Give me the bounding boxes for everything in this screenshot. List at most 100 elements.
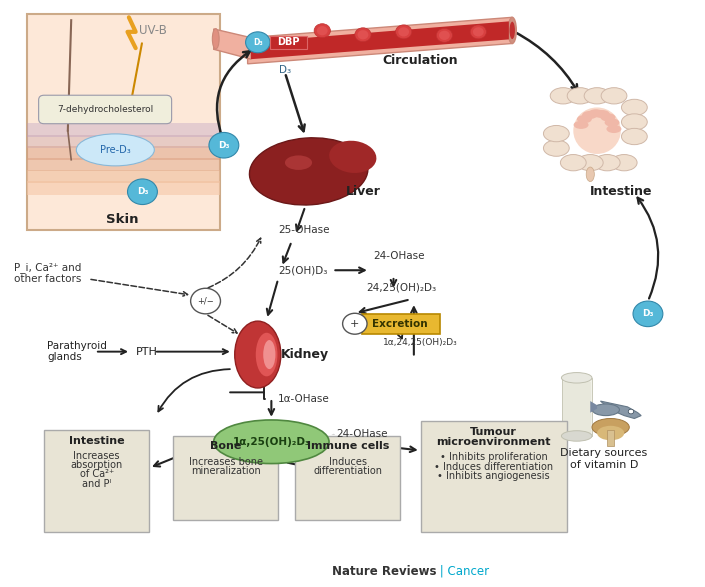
Circle shape	[633, 301, 663, 326]
Text: +: +	[350, 319, 360, 329]
Ellipse shape	[577, 154, 603, 171]
Text: D₃: D₃	[137, 187, 148, 196]
Text: DBP: DBP	[277, 38, 300, 48]
Text: Excretion: Excretion	[372, 319, 428, 329]
Text: 1α-OHase: 1α-OHase	[278, 394, 330, 404]
Text: Skin: Skin	[106, 212, 138, 225]
FancyBboxPatch shape	[421, 421, 567, 532]
FancyBboxPatch shape	[173, 436, 278, 520]
Text: 24-OHase: 24-OHase	[373, 251, 424, 261]
Ellipse shape	[214, 420, 329, 464]
Ellipse shape	[622, 99, 647, 116]
Ellipse shape	[584, 87, 610, 104]
Polygon shape	[590, 401, 597, 413]
Text: | Cancer: | Cancer	[436, 565, 489, 578]
Ellipse shape	[589, 109, 603, 117]
Ellipse shape	[263, 340, 276, 369]
Text: and Pᴵ: and Pᴵ	[82, 478, 111, 488]
FancyBboxPatch shape	[27, 170, 221, 183]
Text: Dietary sources
of vitamin D: Dietary sources of vitamin D	[560, 448, 647, 470]
Text: UV-B: UV-B	[139, 24, 166, 37]
FancyBboxPatch shape	[563, 382, 591, 434]
Ellipse shape	[577, 115, 591, 123]
Text: 25(OH)D₃: 25(OH)D₃	[278, 265, 328, 275]
Polygon shape	[251, 21, 509, 59]
Text: P_i, Ca²⁺ and
other factors: P_i, Ca²⁺ and other factors	[14, 262, 81, 285]
Ellipse shape	[601, 113, 615, 122]
Text: Intestine: Intestine	[589, 185, 652, 198]
Text: Kidney: Kidney	[281, 348, 329, 361]
Circle shape	[343, 313, 367, 334]
Ellipse shape	[574, 121, 589, 129]
Text: Liver: Liver	[345, 185, 381, 198]
Ellipse shape	[285, 156, 312, 170]
Text: 1α,24,25(OH)₂D₃: 1α,24,25(OH)₂D₃	[384, 339, 458, 348]
Ellipse shape	[212, 29, 219, 49]
Text: 24,25(OH)₂D₃: 24,25(OH)₂D₃	[367, 283, 436, 293]
Ellipse shape	[550, 87, 576, 104]
Circle shape	[628, 409, 634, 414]
Text: D₃: D₃	[642, 309, 654, 318]
Ellipse shape	[594, 154, 620, 171]
Text: D₃: D₃	[279, 65, 291, 75]
Text: Circulation: Circulation	[383, 55, 458, 68]
Text: 1α,25(OH)₂D₃: 1α,25(OH)₂D₃	[233, 437, 310, 447]
Ellipse shape	[582, 111, 597, 119]
Ellipse shape	[561, 373, 592, 383]
Ellipse shape	[250, 138, 368, 205]
Text: differentiation: differentiation	[313, 466, 382, 476]
Ellipse shape	[544, 140, 569, 156]
Text: 24-OHase: 24-OHase	[336, 429, 387, 439]
Text: Parathyroid
glands: Parathyroid glands	[47, 341, 107, 362]
Circle shape	[209, 133, 239, 158]
FancyBboxPatch shape	[27, 123, 221, 137]
Polygon shape	[247, 17, 513, 64]
Circle shape	[190, 288, 221, 314]
Circle shape	[314, 23, 331, 38]
Text: +/−: +/−	[197, 296, 214, 306]
Polygon shape	[601, 401, 641, 419]
Ellipse shape	[611, 154, 637, 171]
Ellipse shape	[568, 87, 593, 104]
Ellipse shape	[592, 419, 630, 436]
Text: of Ca²⁺: of Ca²⁺	[80, 470, 114, 480]
Text: • Inhibits angiogenesis: • Inhibits angiogenesis	[437, 471, 550, 481]
Text: Bone: Bone	[210, 441, 241, 451]
Ellipse shape	[329, 141, 376, 173]
FancyBboxPatch shape	[27, 135, 221, 148]
Circle shape	[470, 25, 486, 39]
Circle shape	[436, 28, 453, 42]
Text: Increases: Increases	[73, 451, 120, 461]
Circle shape	[355, 28, 371, 42]
Ellipse shape	[622, 114, 647, 130]
FancyBboxPatch shape	[562, 378, 592, 436]
FancyBboxPatch shape	[27, 146, 221, 160]
Circle shape	[128, 179, 157, 204]
Ellipse shape	[605, 119, 620, 127]
Text: Intestine: Intestine	[69, 436, 125, 446]
Ellipse shape	[235, 321, 281, 388]
Text: Tumour: Tumour	[470, 427, 517, 437]
Ellipse shape	[586, 167, 594, 181]
Circle shape	[439, 31, 450, 40]
Ellipse shape	[601, 87, 627, 104]
Circle shape	[398, 27, 409, 36]
FancyBboxPatch shape	[362, 314, 440, 334]
Text: Induces: Induces	[329, 457, 367, 467]
Circle shape	[473, 27, 484, 36]
FancyBboxPatch shape	[27, 15, 221, 230]
Text: PTH: PTH	[135, 347, 157, 357]
FancyBboxPatch shape	[607, 430, 614, 446]
Text: Increases bone: Increases bone	[188, 457, 262, 467]
Ellipse shape	[592, 404, 620, 416]
FancyBboxPatch shape	[295, 436, 400, 520]
Ellipse shape	[544, 126, 569, 141]
Polygon shape	[214, 29, 251, 59]
Text: 25-OHase: 25-OHase	[278, 225, 330, 235]
Ellipse shape	[76, 134, 154, 166]
FancyBboxPatch shape	[27, 158, 221, 171]
Text: D₃: D₃	[253, 38, 263, 47]
Circle shape	[317, 26, 328, 35]
Text: Immune cells: Immune cells	[307, 441, 389, 451]
FancyBboxPatch shape	[39, 95, 171, 124]
